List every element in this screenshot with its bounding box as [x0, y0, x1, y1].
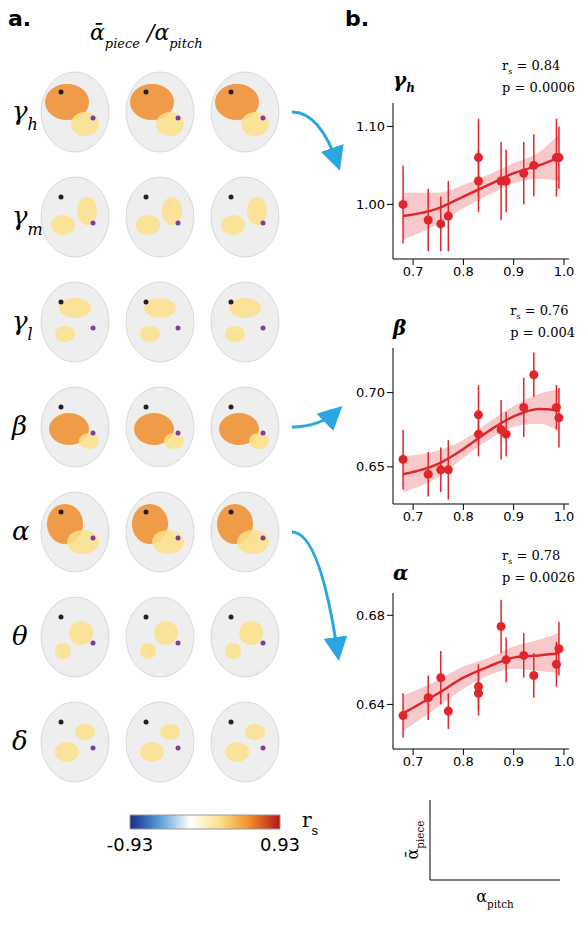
svg-text:0.8: 0.8: [453, 509, 474, 524]
svg-text:rs: rs: [302, 808, 318, 838]
svg-text:0.68: 0.68: [356, 608, 385, 623]
svg-text:0.70: 0.70: [356, 385, 385, 400]
svg-text:α: α: [12, 516, 30, 546]
svg-text:γh: γh: [12, 96, 38, 134]
svg-text:1.0: 1.0: [554, 509, 575, 524]
svg-text:0.7: 0.7: [403, 264, 424, 279]
html-text:rs= 0.78: rs= 0.78: [502, 548, 561, 566]
svg-text:a.: a.: [8, 6, 31, 31]
svg-text:1.0: 1.0: [554, 754, 575, 769]
html-text:β: β: [393, 316, 407, 340]
svg-text:0.7: 0.7: [403, 509, 424, 524]
svg-text:δ: δ: [12, 726, 28, 756]
html-text:p = 0.0006: p = 0.0006: [502, 80, 575, 95]
svg-text:1.0: 1.0: [554, 264, 575, 279]
svg-text:αpitch: αpitch: [476, 887, 514, 910]
svg-text:θ: θ: [12, 621, 28, 651]
html-text:rs= 0.76: rs= 0.76: [510, 303, 569, 321]
svg-text:0.65: 0.65: [356, 459, 385, 474]
svg-text:ᾱpiece: ᾱpiece: [403, 821, 426, 860]
svg-text:β: β: [11, 411, 27, 441]
svg-text:-0.93: -0.93: [107, 834, 154, 855]
html-text:rs= 0.84: rs= 0.84: [502, 58, 561, 76]
svg-text:0.9: 0.9: [503, 754, 524, 769]
svg-text:b.: b.: [345, 6, 369, 31]
svg-text:0.8: 0.8: [453, 754, 474, 769]
svg-text:0.7: 0.7: [403, 754, 424, 769]
html-text:p = 0.0026: p = 0.0026: [502, 570, 575, 585]
svg-text:0.93: 0.93: [260, 834, 300, 855]
svg-text:1.00: 1.00: [356, 197, 385, 212]
svg-text:0.9: 0.9: [503, 509, 524, 524]
svg-text:γl: γl: [12, 306, 33, 344]
html-text:γh: γh: [393, 68, 415, 95]
svg-text:0.9: 0.9: [503, 264, 524, 279]
svg-text:γm: γm: [12, 201, 43, 239]
html-text:α: α: [393, 561, 409, 585]
svg-text:0.64: 0.64: [356, 697, 385, 712]
svg-text:0.8: 0.8: [453, 264, 474, 279]
svg-text:1.10: 1.10: [356, 119, 385, 134]
svg-text:ᾱpiece /αpitch: ᾱpiece /αpitch: [90, 20, 203, 51]
html-text:p = 0.004: p = 0.004: [510, 325, 575, 340]
